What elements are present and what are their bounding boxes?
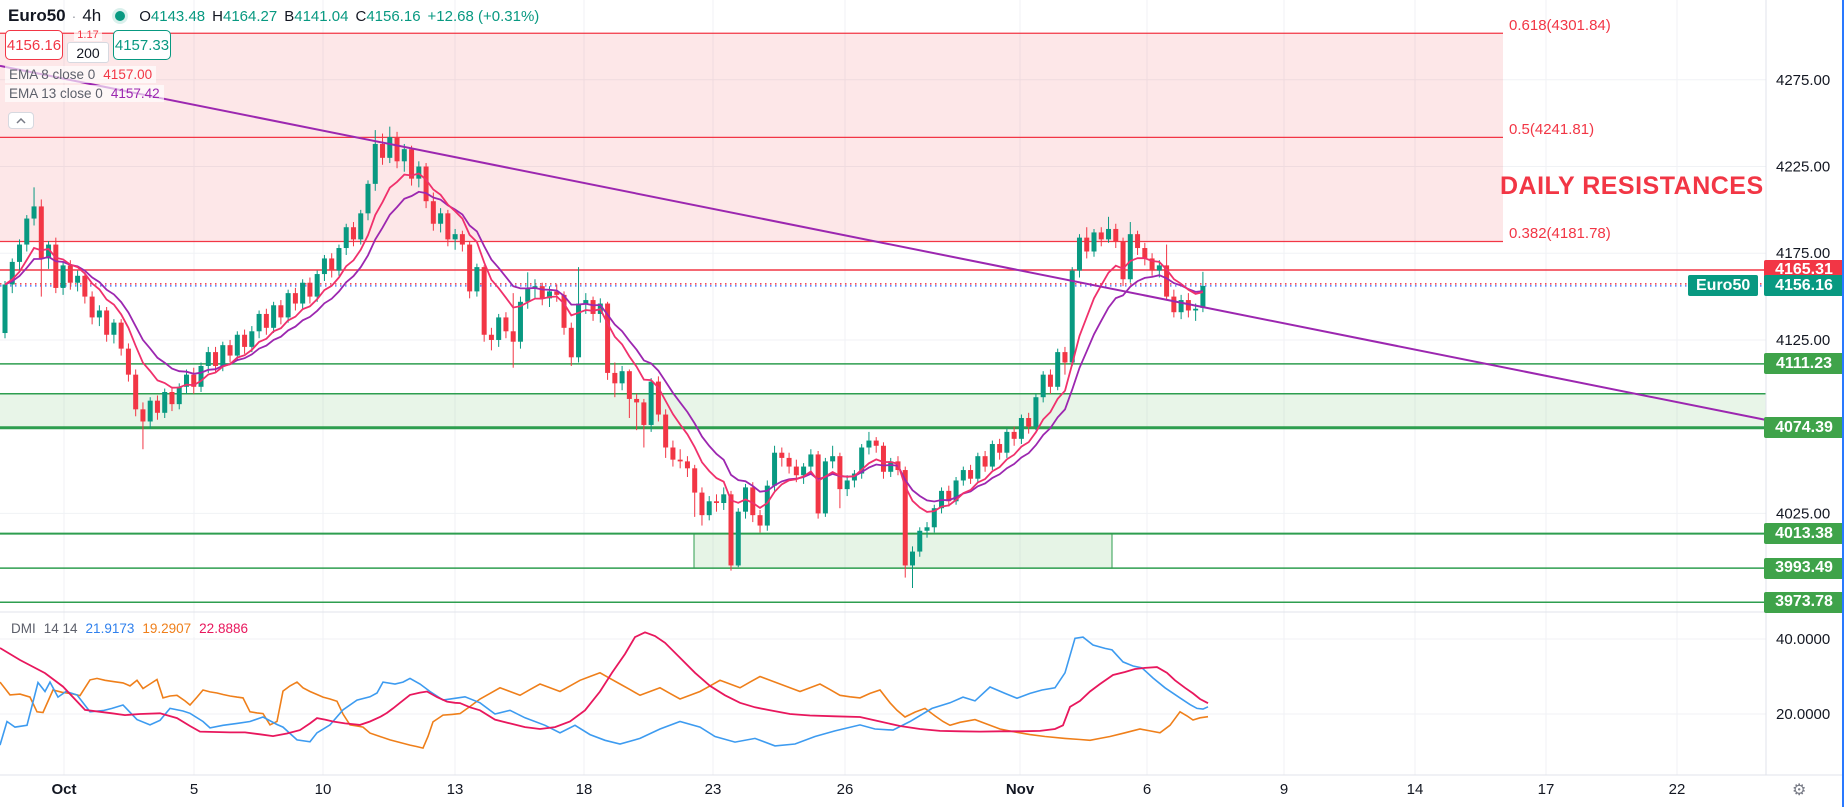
svg-text:4175.00: 4175.00: [1776, 245, 1830, 262]
time-axis-labels[interactable]: Oct 5 10 13 18 23 26 Nov 6 9 14 17 22: [51, 781, 1685, 798]
ema13-line: [4, 190, 1203, 503]
ohlc-part: B4141.04: [284, 7, 349, 25]
ohlc-part: C4156.16: [355, 7, 421, 25]
ema-lines: [4, 172, 1204, 513]
price-badge-4111.23: 4111.23: [1764, 353, 1844, 375]
fib-0382-label[interactable]: 0.382(4181.78): [1509, 225, 1611, 242]
ohlc-values: O4143.48 H4164.27 B4141.04 C4156.16 +12.68 (…: [139, 8, 539, 25]
price-axis-labels[interactable]: 4325.00 4275.00 4225.00 4175.00 4125.00 4025.…: [1776, 0, 1830, 723]
dmi-adx-value: 22.8886: [199, 621, 248, 636]
dmi-pane: [0, 631, 1209, 750]
daily-resistances-annotation[interactable]: DAILY RESISTANCES: [1500, 172, 1764, 200]
svg-text:14: 14: [1407, 781, 1424, 798]
quantity-field[interactable]: 200: [67, 42, 109, 63]
svg-text:26: 26: [837, 781, 854, 798]
dmi-minus-di-value: 19.2907: [142, 621, 192, 636]
dmi-plus-di-line: [0, 636, 1209, 747]
ohlc-part: H4164.27: [212, 7, 278, 25]
grid-layer: [0, 0, 1766, 775]
svg-text:Oct: Oct: [51, 781, 76, 798]
sell-button[interactable]: 4156.16: [5, 30, 63, 60]
symbol-price-tag: Euro50: [1688, 275, 1759, 297]
dmi-adx-line: [0, 631, 1209, 738]
spread-value: 1.17: [74, 30, 102, 41]
fib-retracement-zone[interactable]: [0, 32, 1503, 243]
pane-separators: [0, 0, 1844, 776]
ema13-label: EMA 13 close 0: [9, 86, 103, 101]
svg-text:20.0000: 20.0000: [1776, 706, 1830, 723]
svg-text:4325.00: 4325.00: [1776, 0, 1830, 2]
svg-text:4275.00: 4275.00: [1776, 72, 1830, 89]
dmi-plus-di-value: 21.9173: [85, 621, 135, 636]
price-badge-3973.78: 3973.78: [1764, 591, 1844, 613]
symbol-name[interactable]: Euro50: [8, 6, 66, 25]
price-badge-3993.49: 3993.49: [1764, 557, 1844, 579]
ema8-label: EMA 8 close 0: [9, 67, 96, 82]
ema13-value: 4157.42: [110, 86, 160, 101]
collapse-legend-button[interactable]: [8, 112, 34, 129]
price-badge-4074.39: 4074.39: [1764, 417, 1844, 439]
svg-text:10: 10: [315, 781, 332, 798]
svg-text:18: 18: [576, 781, 593, 798]
price-badge-4013.38: 4013.38: [1764, 523, 1844, 545]
ema8-value: 4157.00: [103, 67, 153, 82]
svg-text:40.0000: 40.0000: [1776, 631, 1830, 648]
svg-text:5: 5: [190, 781, 198, 798]
svg-text:9: 9: [1280, 781, 1288, 798]
svg-text:4225.00: 4225.00: [1776, 159, 1830, 176]
right-edge-highlight: [1842, 0, 1844, 807]
symbol-legend[interactable]: Euro50 · 4h O4143.48 H4164.27 B4141.04 C415…: [8, 6, 539, 26]
buy-button[interactable]: 4157.33: [113, 30, 171, 60]
dmi-legend[interactable]: DMI 14 14 21.9173 19.2907 22.8886: [8, 620, 251, 637]
interval-label[interactable]: 4h: [82, 6, 102, 25]
svg-text:23: 23: [705, 781, 722, 798]
ema8-legend[interactable]: EMA 8 close 0 4157.00: [5, 66, 157, 83]
svg-text:17: 17: [1538, 781, 1555, 798]
dmi-params: 14 14: [43, 621, 78, 636]
price-badge-4156.16: 4156.16: [1764, 275, 1844, 297]
svg-text:22: 22: [1669, 781, 1686, 798]
market-status-icon: [115, 11, 126, 21]
dmi-minus-di-line: [0, 671, 1209, 750]
svg-text:4025.00: 4025.00: [1776, 505, 1830, 522]
chevron-up-icon: [16, 117, 26, 124]
fib-0618-label[interactable]: 0.618(4301.84): [1509, 17, 1611, 34]
price-badge-4165.31: 4165.31: [1764, 259, 1844, 281]
change-value: +12.68 (+0.31%): [427, 7, 540, 25]
ema13-legend[interactable]: EMA 13 close 0 4157.42: [5, 85, 164, 102]
trade-panel: 4156.16 1.17 200 4157.33: [5, 30, 171, 63]
descending-trendline[interactable]: [0, 64, 1766, 421]
ohlc-part: O4143.48: [139, 7, 206, 25]
svg-text:13: 13: [447, 781, 464, 798]
svg-text:4125.00: 4125.00: [1776, 332, 1830, 349]
dmi-name: DMI: [11, 621, 36, 636]
separator-dot: ·: [71, 8, 77, 24]
fib-05-label[interactable]: 0.5(4241.81): [1509, 121, 1595, 138]
svg-text:Nov: Nov: [1006, 781, 1035, 798]
ema8-line: [4, 172, 1204, 513]
svg-text:6: 6: [1143, 781, 1151, 798]
timezone-settings-icon[interactable]: ⚙: [1792, 782, 1807, 799]
support-band[interactable]: [0, 393, 1766, 428]
